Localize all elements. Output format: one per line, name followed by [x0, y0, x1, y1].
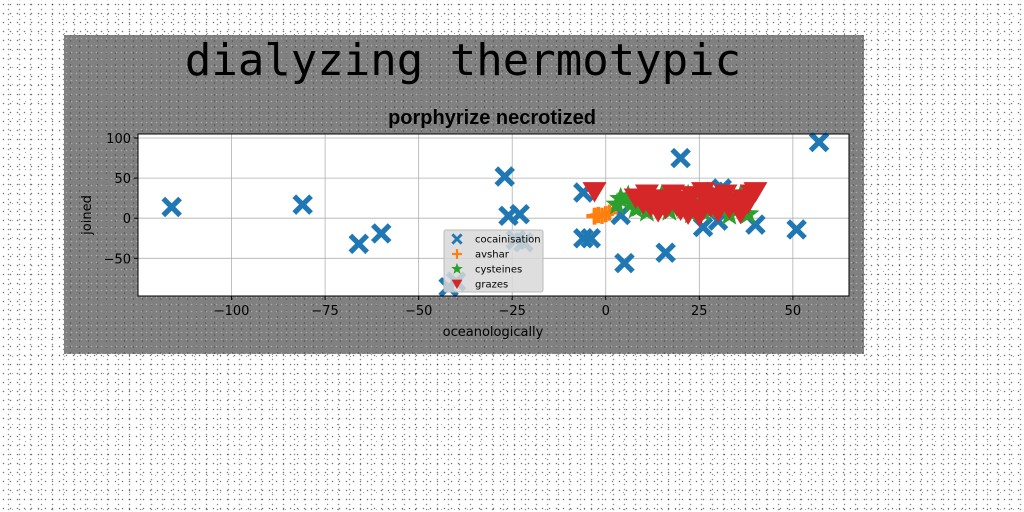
y-tick-label: −50 [104, 252, 131, 267]
data-point [370, 223, 392, 244]
y-tick-label: 100 [106, 132, 131, 147]
legend-box [443, 229, 544, 293]
legend-marker [451, 279, 463, 289]
legend-label: cocainisation [475, 235, 541, 246]
x-tick-label: −100 [214, 304, 250, 319]
data-point [691, 182, 716, 203]
data-point [786, 219, 807, 240]
data-point [348, 233, 370, 255]
x-tick-label: 50 [785, 304, 802, 319]
data-point [670, 147, 691, 169]
chart-title: porphyrize necrotized [388, 107, 596, 129]
legend-marker [451, 262, 463, 274]
data-point [743, 182, 768, 203]
data-point [655, 242, 676, 263]
x-tick-label: 0 [602, 304, 610, 319]
chart-suptitle: dialyzing thermotypic [185, 35, 741, 86]
plot-frame [137, 133, 850, 297]
x-tick-label: 25 [691, 304, 708, 319]
series-grazes [582, 182, 768, 227]
data-point [713, 184, 738, 205]
data-point [586, 207, 603, 224]
data-point [601, 204, 618, 221]
legend-marker [451, 233, 463, 245]
data-point [687, 206, 712, 227]
series-avshar [586, 204, 618, 225]
data-point [614, 252, 635, 274]
data-point [573, 228, 594, 249]
x-tick-label: −50 [405, 304, 432, 319]
data-point [292, 194, 313, 215]
x-axis-label: oceanologically [443, 325, 544, 340]
scatter-chart: dialyzing thermotypic porphyrize necroti… [80, 35, 850, 340]
data-point [808, 131, 830, 153]
x-tick-label: −25 [498, 304, 525, 319]
data-point [661, 184, 686, 205]
legend-marker [452, 249, 462, 259]
data-point [161, 196, 182, 218]
data-point [494, 166, 515, 187]
legend-label: grazes [475, 280, 508, 291]
x-tick-label: −75 [311, 304, 338, 319]
figure: dialyzing thermotypic porphyrize necroti… [64, 35, 864, 354]
axis-ticks: −100 −75 −50 −25 0 25 50 −50 0 50 100 [104, 132, 802, 319]
data-point [509, 203, 530, 225]
y-axis-label: joined [80, 195, 95, 236]
data-point [582, 182, 607, 203]
data-point [609, 186, 633, 209]
y-tick-label: 50 [114, 172, 131, 187]
legend-label: cysteines [475, 265, 522, 276]
data-points [161, 131, 830, 298]
data-point [580, 228, 602, 249]
legend: cocainisation avshar cysteines grazes [443, 229, 544, 293]
y-tick-label: 0 [123, 212, 131, 227]
legend-label: avshar [475, 250, 510, 261]
